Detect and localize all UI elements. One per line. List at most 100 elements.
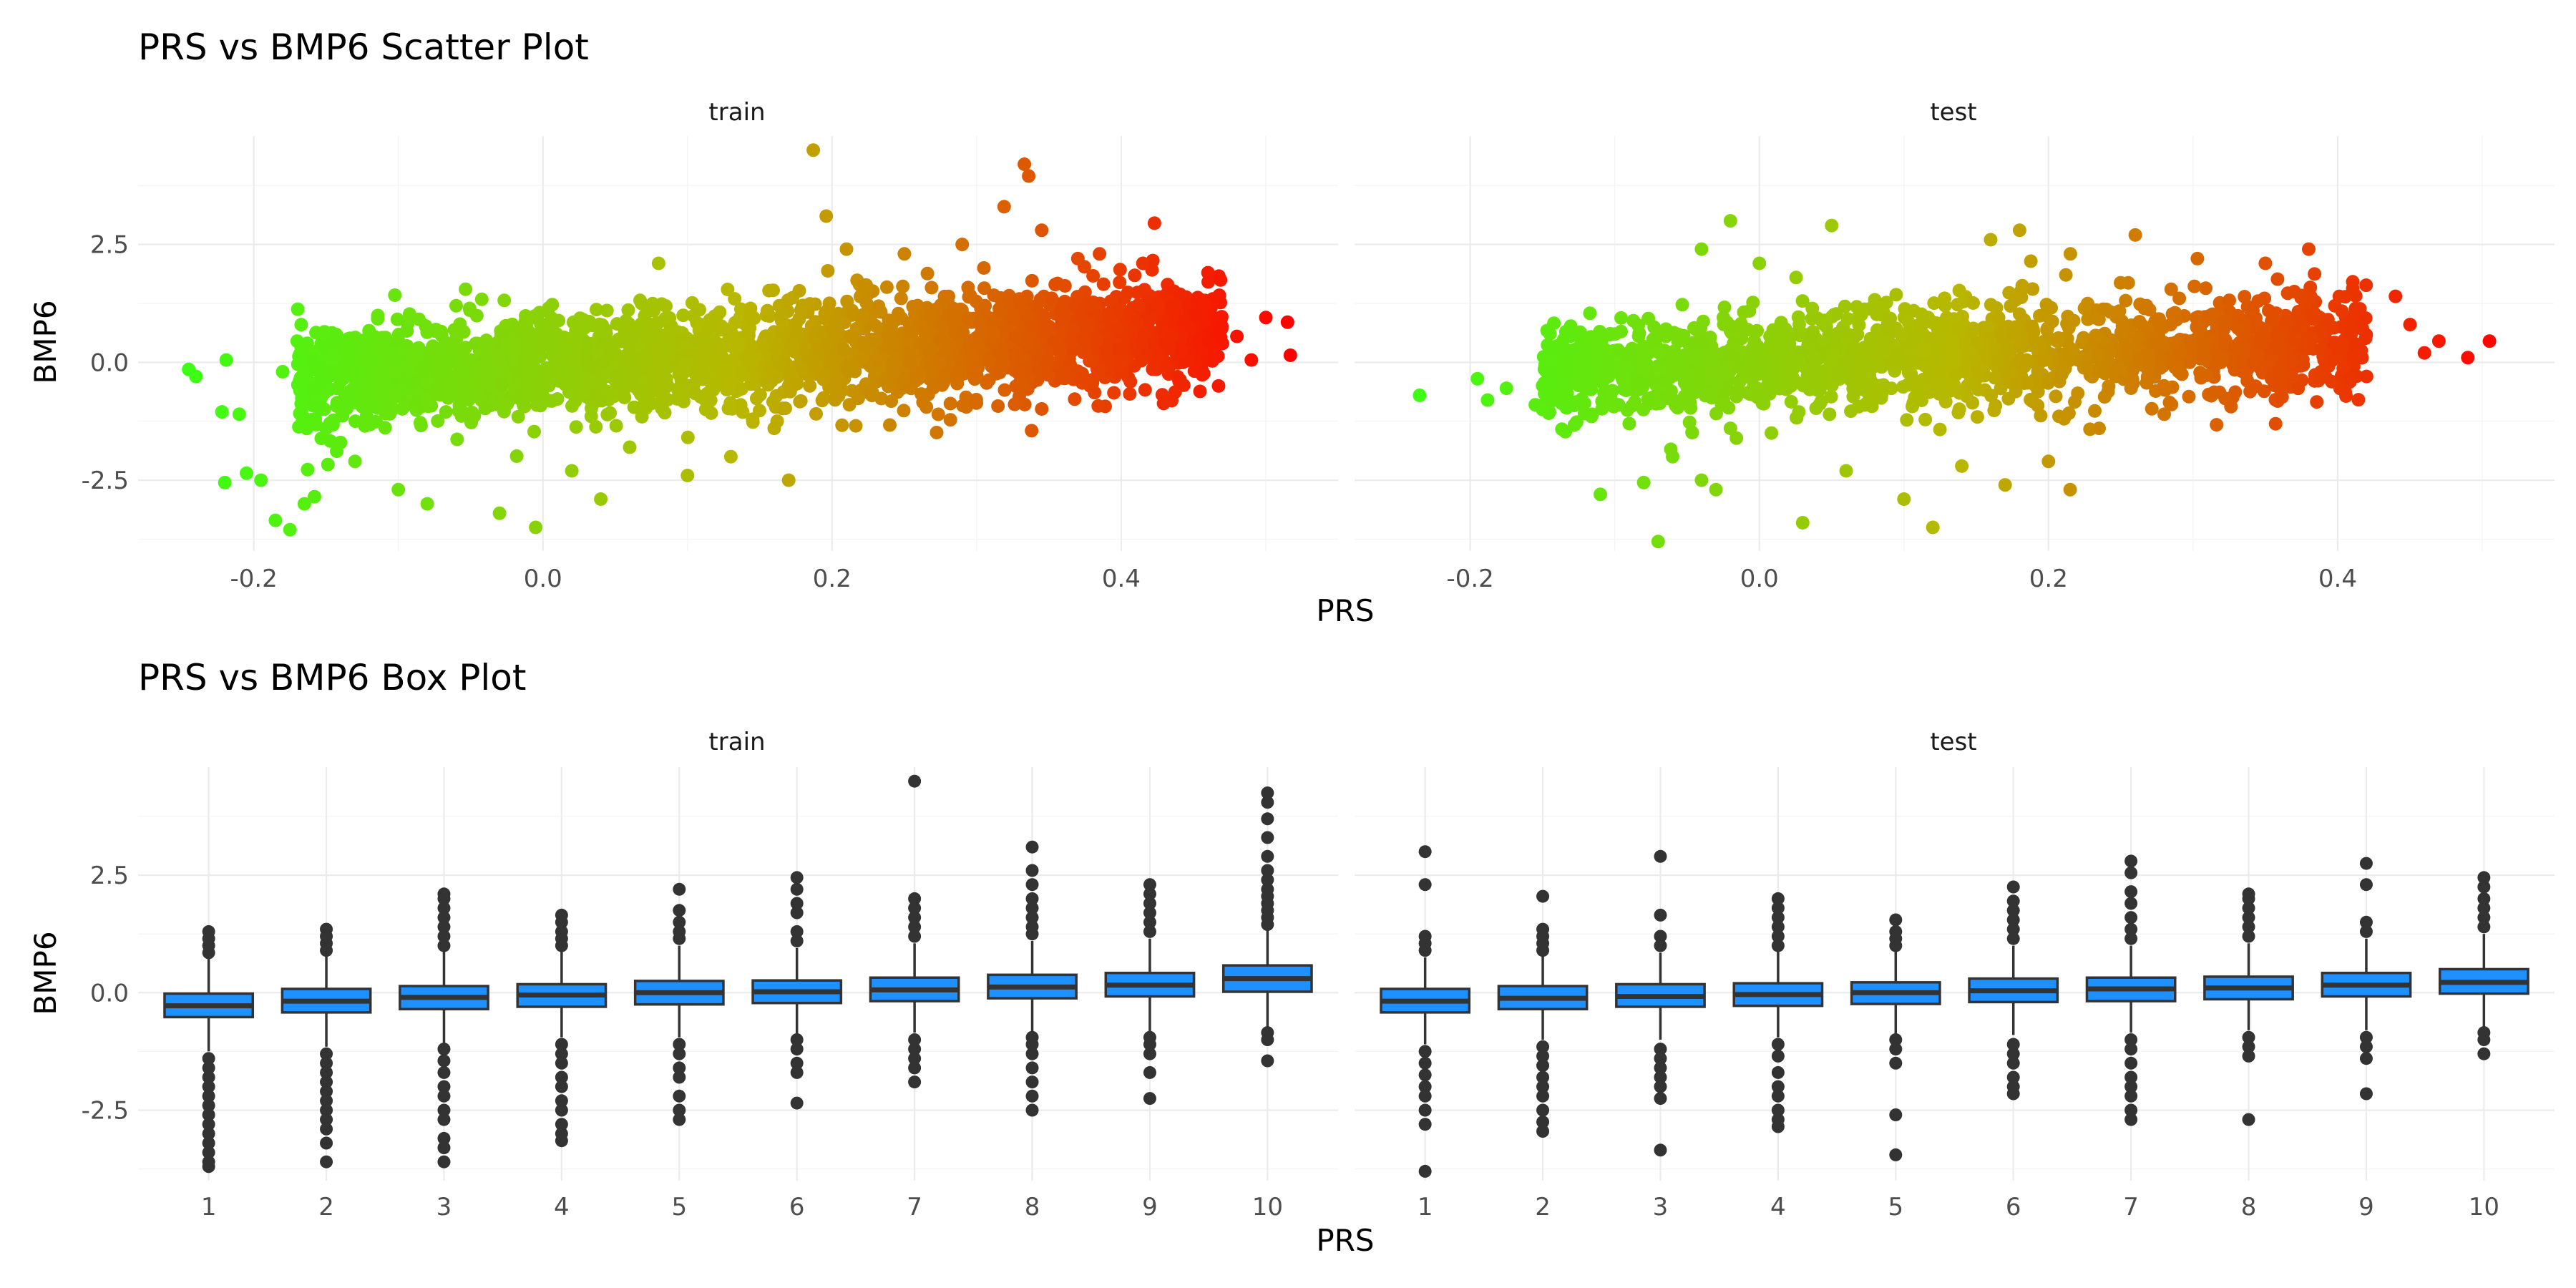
outlier-point <box>1771 1049 1785 1063</box>
scatter-point <box>2040 301 2054 315</box>
outlier-point <box>673 1113 686 1126</box>
outlier-point <box>673 904 686 917</box>
scatter-point <box>2210 418 2224 432</box>
outlier-point <box>1536 1059 1550 1073</box>
scatter-point <box>2077 301 2092 316</box>
scatter-point <box>819 209 834 223</box>
scatter-point <box>550 392 565 406</box>
scatter-point <box>1952 283 1966 298</box>
scatter-point <box>577 321 592 335</box>
outlier-point <box>2006 913 2020 927</box>
scatter-point <box>1158 360 1173 374</box>
scatter-point <box>1831 326 1845 341</box>
scatter-point <box>2132 315 2147 329</box>
scatter-facet-label-train: train <box>708 98 765 127</box>
scatter-point <box>1895 328 1908 342</box>
scatter-point <box>1913 375 1927 389</box>
x-tick-label: 8 <box>2241 1193 2257 1221</box>
scatter-point <box>1538 376 1551 390</box>
outlier-point <box>1536 1103 1550 1117</box>
scatter-point <box>1280 315 1294 329</box>
scatter-panel-test <box>1355 136 2555 551</box>
scatter-point <box>856 308 870 322</box>
outlier-point <box>2124 866 2138 879</box>
outlier-point <box>2242 1030 2255 1044</box>
scatter-point <box>731 338 746 352</box>
scatter-point <box>1951 406 1966 420</box>
scatter-point <box>1168 385 1182 399</box>
scatter-point <box>903 345 917 359</box>
scatter-point <box>290 334 304 348</box>
scatter-point <box>254 473 268 487</box>
scatter-point <box>2302 242 2316 256</box>
box-9 <box>1104 878 1196 1106</box>
scatter-point <box>698 345 712 359</box>
scatter-point <box>734 366 748 380</box>
scatter-point <box>1214 273 1228 287</box>
scatter-point <box>545 298 560 312</box>
scatter-point <box>645 327 659 341</box>
scatter-point <box>785 339 799 353</box>
scatter-point <box>1998 478 2012 492</box>
outlier-point <box>1025 911 1039 924</box>
scatter-point <box>2275 390 2289 404</box>
scatter-point <box>2310 395 2324 409</box>
scatter-point <box>2081 361 2095 375</box>
scatter-point <box>2190 251 2205 265</box>
scatter-point <box>1966 296 1980 310</box>
scatter-point <box>2050 334 2064 348</box>
outlier-point <box>202 1089 215 1103</box>
scatter-point <box>2119 293 2133 308</box>
outlier-point <box>1418 1089 1432 1103</box>
scatter-point <box>609 419 623 433</box>
scatter-point <box>1762 386 1777 401</box>
outlier-point <box>2242 887 2255 901</box>
outlier-point <box>1025 1103 1039 1117</box>
scatter-point <box>1628 395 1642 409</box>
outlier-point <box>1536 889 1550 903</box>
scatter-point <box>1897 492 1911 506</box>
scatter-point <box>1803 332 1818 346</box>
y-tick-label: -2.5 <box>82 1096 129 1125</box>
scatter-point <box>1637 352 1652 366</box>
outlier-point <box>555 1134 568 1148</box>
outlier-point <box>1025 892 1039 905</box>
scatter-point <box>1620 361 1634 375</box>
scatter-point <box>845 303 859 318</box>
scatter-point <box>1641 392 1655 406</box>
scatter-point <box>2117 321 2131 335</box>
outlier-point <box>1771 1080 1785 1093</box>
scatter-point <box>1118 291 1132 305</box>
scatter-point <box>590 303 603 317</box>
scatter-point <box>2059 268 2073 282</box>
outlier-point <box>437 1080 451 1093</box>
scatter-point <box>2102 379 2116 394</box>
scatter-point <box>2193 322 2207 336</box>
scatter-point <box>1651 535 1665 549</box>
scatter-point <box>1016 378 1030 391</box>
scatter-point <box>454 409 469 423</box>
scatter-point <box>1692 364 1707 379</box>
scatter-point <box>308 489 321 504</box>
scatter-point <box>371 308 385 323</box>
outlier-point <box>1889 1043 1903 1056</box>
scatter-point <box>623 440 637 454</box>
scatter-point <box>1606 384 1620 398</box>
scatter-point <box>542 379 556 393</box>
scatter-point <box>997 383 1012 397</box>
scatter-point <box>799 343 814 358</box>
scatter-point <box>395 383 409 397</box>
scatter-point <box>300 336 314 351</box>
scatter-point <box>1745 341 1760 356</box>
scatter-point <box>2099 302 2113 316</box>
scatter-point <box>1652 364 1667 377</box>
scatter-point <box>1825 348 1840 363</box>
scatter-point <box>301 462 315 477</box>
scatter-point <box>2142 357 2156 371</box>
outlier-point <box>1025 1038 1039 1051</box>
outlier-point <box>2124 885 2138 899</box>
scatter-point <box>1091 365 1106 379</box>
scatter-point <box>971 361 985 375</box>
scatter-point <box>702 322 716 336</box>
outlier-point <box>555 1047 568 1060</box>
